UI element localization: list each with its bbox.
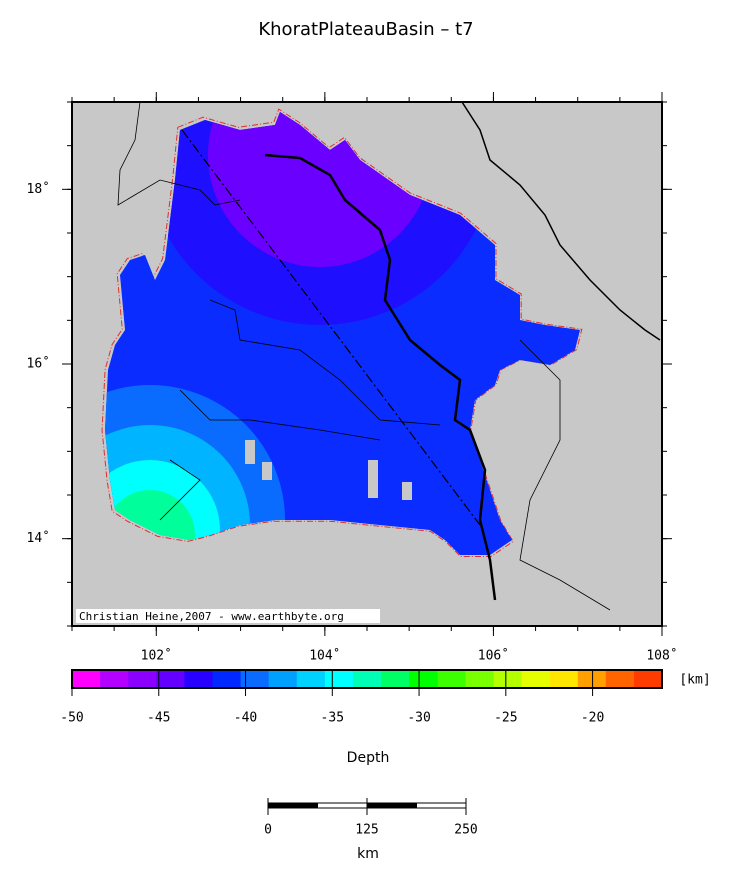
scalebar-tick-label: 250 — [454, 823, 477, 838]
scalebar-unit: km — [357, 846, 379, 862]
title: KhoratPlateauBasin – t7 — [258, 19, 473, 40]
scalebar-tick-label: 0 — [264, 823, 272, 838]
colorbar-tick-label: -20 — [581, 711, 604, 726]
scalebar-segment — [317, 802, 368, 809]
colorbar-swatch — [381, 670, 410, 688]
border — [117, 102, 611, 611]
colorbar-unit: [km] — [679, 673, 710, 688]
coastline — [461, 102, 661, 341]
depth-zone — [208, 112, 432, 267]
scalebar-tick-label: 125 — [355, 823, 378, 838]
y-tick-label: 14˚ — [27, 530, 50, 546]
colorbar-swatch — [72, 670, 101, 688]
colorbar-swatch — [240, 670, 270, 688]
colorbar-swatch — [100, 670, 129, 688]
colorbar-swatch — [184, 670, 213, 688]
colorbar-tick-label: -25 — [494, 711, 517, 726]
gap — [402, 482, 412, 500]
colorbar-swatch — [605, 670, 635, 688]
basin-outline — [101, 108, 583, 558]
x-tick-label: 108˚ — [646, 648, 677, 664]
colorbar-swatch — [633, 670, 663, 688]
colorbar-swatch — [521, 670, 551, 688]
section-line — [181, 129, 481, 526]
y-tick-label: 18˚ — [27, 181, 50, 197]
colorbar-tick-label: -30 — [407, 711, 430, 726]
x-tick-label: 104˚ — [309, 648, 340, 664]
scalebar-segment — [366, 802, 417, 809]
colorbar-tick-label: -45 — [147, 711, 170, 726]
colorbar-swatch — [128, 670, 157, 688]
colorbar-tick-label: -35 — [321, 711, 344, 726]
colorbar-swatch — [156, 670, 185, 688]
scalebar-segment — [416, 802, 467, 809]
colorbar-tick-label: -50 — [60, 711, 83, 726]
gap — [245, 440, 255, 464]
x-tick-label: 106˚ — [478, 648, 509, 664]
river — [264, 153, 497, 601]
colorbar-swatch — [212, 670, 242, 688]
colorbar-label: Depth — [347, 750, 390, 766]
colorbar-swatch — [549, 670, 579, 688]
credit: Christian Heine,2007 - www.earthbyte.org — [79, 610, 344, 623]
colorbar-tick-label: -40 — [234, 711, 257, 726]
colorbar-swatch — [465, 670, 494, 688]
gap — [262, 462, 272, 480]
colorbar-swatch — [437, 670, 466, 688]
colorbar-swatch — [352, 670, 382, 688]
colorbar-swatch — [296, 670, 326, 688]
colorbar-swatch — [577, 670, 607, 688]
colorbar-swatch — [268, 670, 298, 688]
colorbar-swatch — [493, 670, 523, 688]
credit-box — [76, 609, 380, 623]
colorbar-swatch — [324, 670, 354, 688]
gap — [368, 460, 378, 498]
x-tick-label: 102˚ — [141, 648, 172, 664]
scalebar-segment — [267, 802, 318, 809]
y-tick-label: 16˚ — [27, 356, 50, 372]
colorbar-swatch — [409, 670, 438, 688]
